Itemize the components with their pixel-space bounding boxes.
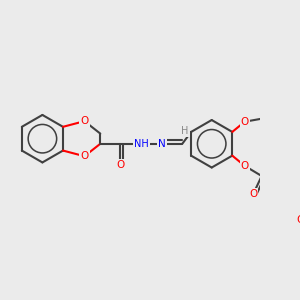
Text: H: H (182, 126, 189, 136)
Text: O: O (241, 161, 249, 171)
Text: O: O (116, 160, 124, 170)
Text: O: O (241, 117, 249, 127)
Text: N: N (158, 139, 166, 149)
Text: O: O (80, 116, 88, 126)
Text: O: O (80, 151, 88, 161)
Text: NH: NH (134, 139, 149, 149)
Text: O: O (249, 189, 257, 199)
Text: O: O (296, 215, 300, 225)
